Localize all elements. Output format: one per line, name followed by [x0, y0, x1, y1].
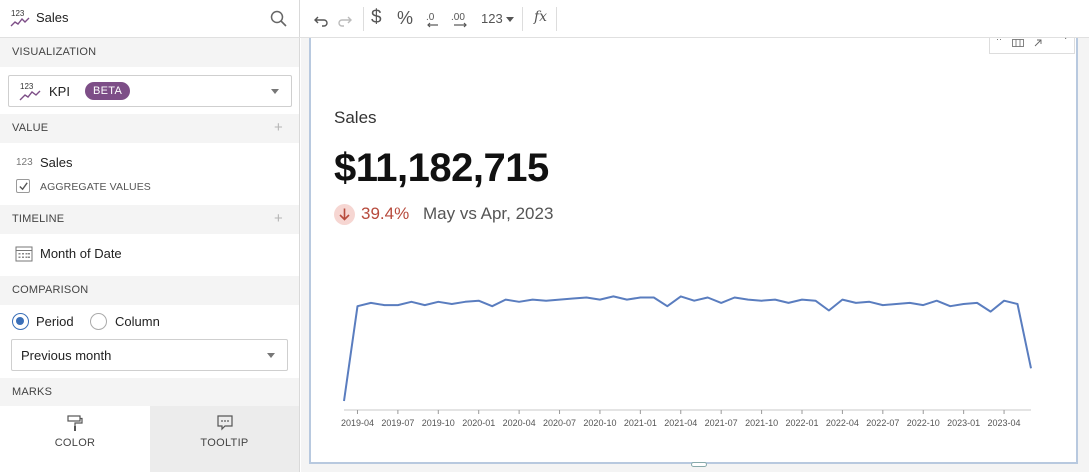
x-tick-label: 2020-01 [462, 418, 495, 428]
paint-roller-icon [67, 415, 83, 431]
x-tick-label: 2021-04 [664, 418, 697, 428]
number-type-icon: 123 [16, 157, 33, 168]
more-options-icon[interactable]: · [1064, 33, 1068, 44]
comparison-header-label: COMPARISON [12, 284, 89, 296]
kpi-chart-icon: 123 [10, 9, 30, 27]
value-header-label: VALUE [12, 122, 49, 134]
x-tick-label: 2019-07 [381, 418, 414, 428]
beta-badge: BETA [85, 82, 131, 100]
value-field[interactable]: Sales [40, 155, 73, 170]
card-toolbar: ·· · [989, 33, 1075, 54]
svg-text:123: 123 [11, 9, 25, 18]
kpi-comparison-text: May vs Apr, 2023 [423, 204, 554, 223]
visualization-type-dropdown[interactable]: 123 KPI BETA [8, 75, 292, 107]
x-tick-label: 2022-07 [866, 418, 899, 428]
marks-header: MARKS [0, 378, 299, 407]
number-format-dropdown[interactable]: 123 [481, 11, 514, 33]
resize-handle[interactable] [691, 462, 707, 467]
tooltip-icon [217, 415, 233, 431]
column-radio-label[interactable]: Column [115, 314, 160, 329]
comparison-period-value: Previous month [21, 348, 112, 363]
timeline-header: TIMELINE + [0, 205, 299, 234]
x-tick-label: 2021-07 [705, 418, 738, 428]
visualization-header: VISUALIZATION [0, 38, 299, 67]
kpi-value: $11,182,715 [334, 146, 549, 190]
panel-header: 123 Sales [0, 0, 300, 38]
element-title[interactable]: Sales [36, 10, 69, 25]
period-radio-label[interactable]: Period [36, 314, 74, 329]
currency-format-button[interactable]: $ [371, 7, 382, 28]
x-tick-label: 2020-07 [543, 418, 576, 428]
svg-text:.0: .0 [426, 12, 435, 23]
x-tick-label: 2022-01 [785, 418, 818, 428]
drag-handle-icon[interactable]: ·· [996, 34, 1002, 44]
percent-format-button[interactable]: % [397, 8, 414, 28]
calendar-icon [15, 246, 33, 262]
formula-icon[interactable]: fx [534, 9, 548, 25]
chevron-down-icon [505, 17, 514, 23]
workbook-canvas: ·· · Sales $11,182,715 39.4% May vs Apr,… [301, 33, 1089, 472]
marks-tabs: COLOR TOOLTIP [0, 406, 299, 472]
svg-text:.00: .00 [451, 12, 465, 23]
kpi-trend-chart: 2019-04 2019-07 2019-10 2020-01 2020-04 2020-… [341, 295, 1032, 428]
table-view-icon[interactable] [1012, 39, 1024, 47]
formula-bar-input[interactable] [556, 7, 1076, 31]
aggregate-values-label: AGGREGATE VALUES [40, 181, 151, 193]
tab-tooltip[interactable]: TOOLTIP [150, 406, 299, 472]
decrease-decimals-icon[interactable]: .0 [424, 9, 442, 31]
kpi-card[interactable]: ·· · Sales $11,182,715 39.4% May vs Apr,… [309, 33, 1078, 467]
tab-tooltip-label: TOOLTIP [200, 437, 249, 449]
tab-color[interactable]: COLOR [0, 406, 150, 472]
aggregate-values-checkbox[interactable] [16, 179, 30, 193]
search-icon[interactable] [269, 9, 289, 29]
toolbar-divider [363, 7, 364, 31]
x-tick-label: 2020-10 [583, 418, 616, 428]
editor-panel: 123 Sales VISUALIZATION 123 KPI BETA VAL… [0, 0, 300, 472]
add-value-icon[interactable]: + [274, 119, 283, 136]
x-tick-label: 2021-01 [624, 418, 657, 428]
period-radio[interactable] [12, 313, 29, 330]
formatting-toolbar: $ % .0 .00 123 fx [300, 0, 1089, 38]
increase-decimals-icon[interactable]: .00 [450, 9, 472, 31]
visualization-header-label: VISUALIZATION [12, 46, 97, 58]
x-tick-label: 2022-04 [826, 418, 859, 428]
tab-color-label: COLOR [54, 437, 96, 449]
marks-header-label: MARKS [12, 386, 53, 398]
comparison-header: COMPARISON [0, 276, 299, 305]
value-header: VALUE + [0, 114, 299, 143]
kpi-title: Sales [334, 108, 377, 127]
checkmark-icon [19, 182, 28, 191]
add-timeline-icon[interactable]: + [274, 210, 283, 227]
x-tick-label: 2020-04 [503, 418, 536, 428]
chevron-down-icon [267, 353, 275, 358]
expand-icon[interactable] [1034, 39, 1042, 47]
comparison-period-dropdown[interactable]: Previous month [11, 339, 288, 371]
sales-trend-line [343, 295, 1032, 402]
toolbar-divider [522, 7, 523, 31]
redo-icon[interactable] [337, 11, 353, 33]
x-tick-label: 2021-10 [745, 418, 778, 428]
timeline-field[interactable]: Month of Date [40, 246, 122, 261]
undo-icon[interactable] [313, 11, 329, 33]
kpi-delta-percent: 39.4% [361, 204, 410, 223]
x-tick-label: 2022-10 [907, 418, 940, 428]
chevron-down-icon [271, 89, 279, 94]
kpi-type-icon: 123 [19, 82, 41, 101]
arrow-down-icon [334, 204, 355, 225]
x-tick-label: 2023-04 [988, 418, 1021, 428]
svg-text:123: 123 [20, 82, 34, 91]
number-format-label: 123 [481, 11, 503, 26]
x-tick-label: 2019-04 [341, 418, 374, 428]
timeline-header-label: TIMELINE [12, 213, 65, 225]
x-tick-label: 2019-10 [422, 418, 455, 428]
column-radio[interactable] [90, 313, 107, 330]
visualization-type-label: KPI [49, 84, 70, 99]
x-tick-label: 2023-01 [947, 418, 980, 428]
